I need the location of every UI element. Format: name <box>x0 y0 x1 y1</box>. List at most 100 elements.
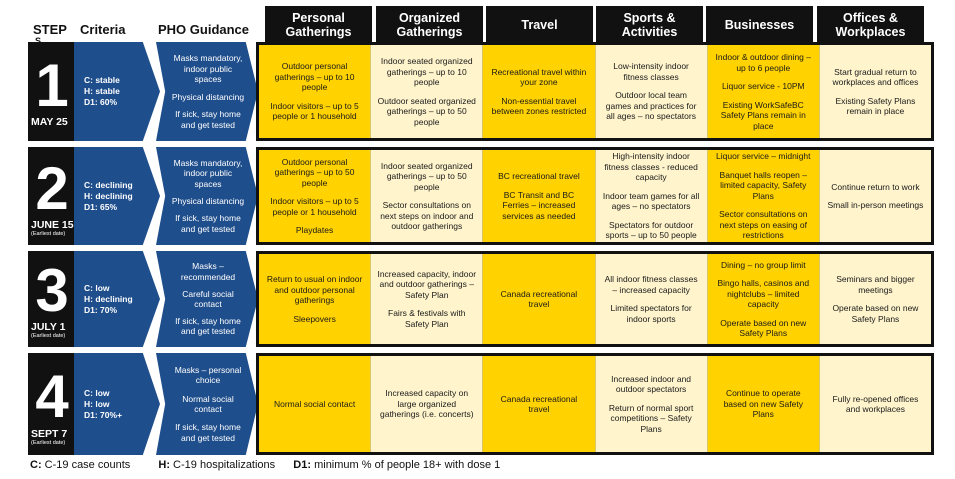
measure-text: Outdoor personal gatherings – up to 10 p… <box>274 61 355 93</box>
measure-text: BC recreational travel <box>498 171 580 181</box>
step-row-1: 1 MAY 25 C: stable H: stable D1: 60% Masks ma… <box>28 42 934 141</box>
measure-text: Playdates <box>295 225 334 235</box>
measure-text: Seminars and bigger meetings <box>836 274 915 295</box>
pho-guidance-item: Masks mandatory, indoor public spaces <box>173 157 243 189</box>
pho-guidance-item: Masks – personal choice <box>174 364 242 386</box>
header-col-sports-activities: Sports & Activities <box>596 6 703 44</box>
cell-sports-activities: Low-intensity indoor fitness classes Outd… <box>595 45 708 138</box>
step-earliest-note: (Earliest date) <box>31 333 66 339</box>
pho-guidance-item: If sick, stay home and get tested <box>175 422 241 443</box>
step-measures-grid: Outdoor personal gatherings – up to 10 p… <box>256 42 934 141</box>
measure-text: Indoor visitors – up to 5 people or 1 ho… <box>270 196 359 217</box>
step-row-2: 2 JUNE 15 (Earliest date) C: declining H: de… <box>28 147 934 245</box>
step-number: 4 <box>35 363 69 430</box>
cell-personal-gatherings: Return to usual on indoor and outdoor pe… <box>259 254 372 344</box>
criteria-item: D1: 70%+ <box>84 409 123 420</box>
legend: C: C-19 case counts H: C-19 hospitalizat… <box>30 459 500 471</box>
measure-text: Liquor service - 10PM <box>721 81 805 91</box>
header-col-offices-workplaces: Offices & Workplaces <box>817 6 924 44</box>
legend-h: H: C-19 hospitalizations <box>158 459 276 471</box>
measure-text: Return to usual on indoor and outdoor pe… <box>266 274 363 305</box>
step-measures-grid: Normal social contact Increased capacity … <box>256 353 934 455</box>
cell-businesses: Indoor & outdoor dining – up to 6 people… <box>707 45 820 138</box>
cell-sports-activities: All indoor fitness classes – increased c… <box>595 254 708 344</box>
measure-text: All indoor fitness classes – increased c… <box>604 274 698 295</box>
criteria-item: C: declining <box>84 179 133 190</box>
pho-guidance-arrow: Masks – personal choice Normal social con… <box>156 353 258 455</box>
measure-text: Outdoor seated organized gatherings – up… <box>377 95 476 127</box>
pho-guidance-item: Masks mandatory, indoor public spaces <box>173 53 243 84</box>
criteria-arrow: C: stable H: stable D1: 60% <box>74 42 160 141</box>
measure-text: Increased indoor and outdoor spectators <box>611 373 692 395</box>
measure-text: Non-essential travel between zones restr… <box>491 95 587 117</box>
measure-text: Sector consultations on next steps on in… <box>380 200 474 231</box>
step-badge: 4 SEPT 7 (Earliest date) <box>28 353 76 455</box>
step-row-3: 3 JULY 1 (Earliest date) C: low H: declining… <box>28 251 934 347</box>
criteria-item: C: low <box>84 387 110 398</box>
measure-text: Dining – no group limit <box>720 259 806 270</box>
step-date: JULY 1 <box>31 321 66 333</box>
header-col-businesses: Businesses <box>706 6 813 44</box>
pho-guidance-item: Careful social contact <box>182 288 234 310</box>
header-criteria: Criteria <box>80 22 126 37</box>
measure-text: Canada recreational travel <box>500 393 578 415</box>
criteria-item: D1: 70% <box>84 304 118 315</box>
legend-d1: D1: minimum % of people 18+ with dose 1 <box>293 459 501 471</box>
measure-text: Start gradual return to workplaces and o… <box>832 66 919 88</box>
measure-text: Existing WorkSafeBC Safety Plans remain … <box>720 99 806 131</box>
measure-text: Return of normal sport competitions – Sa… <box>608 402 694 434</box>
header-col-travel: Travel <box>486 6 593 44</box>
measure-text: Spectators for outdoor sports – up to 50… <box>605 219 697 241</box>
step-row-4: 4 SEPT 7 (Earliest date) C: low H: low D1: 70… <box>28 353 934 455</box>
cell-offices-workplaces: Start gradual return to workplaces and o… <box>819 45 932 138</box>
step-earliest-note: (Earliest date) <box>31 231 66 237</box>
measure-text: Fairs & festivals with Safety Plan <box>388 308 466 329</box>
step-number: 3 <box>35 257 69 324</box>
measure-text: Continue return to work <box>831 181 920 192</box>
criteria-item: C: low <box>84 282 110 293</box>
header-col-personal-gatherings: Personal Gatherings <box>265 6 372 44</box>
measure-text: Operate based on new Safety Plans <box>720 317 807 339</box>
measure-text: BC Transit and BC Ferries – increased se… <box>502 189 576 221</box>
step-earliest-note: (Earliest date) <box>31 440 66 446</box>
measure-text: Recreational travel within your zone <box>491 66 587 88</box>
header-col-organized-gatherings: Organized Gatherings <box>376 6 483 44</box>
measure-text: Outdoor local team games and practices f… <box>605 90 697 122</box>
cell-personal-gatherings: Outdoor personal gatherings – up to 50 p… <box>259 150 372 242</box>
step-number: 2 <box>35 155 69 222</box>
measure-text: Outdoor personal gatherings – up to 50 p… <box>274 156 355 188</box>
measure-text: Indoor seated organized gatherings – up … <box>380 56 473 87</box>
pho-guidance-item: If sick, stay home and get tested <box>175 109 241 130</box>
step-date: MAY 25 <box>31 116 68 128</box>
measure-text: Existing Safety Plans remain in place <box>835 95 916 117</box>
cell-organized-gatherings: Increased capacity on large organized ga… <box>371 356 484 452</box>
cell-offices-workplaces: Fully re-opened offices and workplaces <box>819 356 932 452</box>
pho-guidance-item: Physical distancing <box>171 91 245 102</box>
cell-businesses: Continue to operate based on new Safety … <box>707 356 820 452</box>
cell-organized-gatherings: Indoor seated organized gatherings – up … <box>371 150 484 242</box>
measure-text: Continue to operate based on new Safety … <box>723 388 803 420</box>
measure-text: Liquor service – midnight <box>716 151 811 162</box>
step-measures-grid: Return to usual on indoor and outdoor pe… <box>256 251 934 347</box>
criteria-item: D1: 60% <box>84 97 118 107</box>
measure-text: Banquet halls reopen – limited capacity,… <box>719 169 807 201</box>
measure-text: Normal social contact <box>273 398 356 409</box>
cell-businesses: Dining – no group limit Bingo halls, casi… <box>707 254 820 344</box>
criteria-item: D1: 65% <box>84 201 118 212</box>
pho-guidance-item: Physical distancing <box>171 196 245 206</box>
criteria-arrow: C: low H: low D1: 70%+ <box>74 353 160 455</box>
pho-guidance-arrow: Masks mandatory, indoor public spaces Phy… <box>156 42 258 141</box>
measure-text: High-intensity indoor fitness classes - … <box>604 151 698 183</box>
measure-text: Small in-person meetings <box>827 200 924 210</box>
step-badge: 2 JUNE 15 (Earliest date) <box>28 147 76 245</box>
cell-travel: Canada recreational travel <box>483 254 596 344</box>
measure-text: Indoor visitors – up to 5 people or 1 ho… <box>270 100 359 122</box>
cell-offices-workplaces: Continue return to work Small in-person m… <box>819 150 932 242</box>
cell-businesses: Liquor service – midnight Banquet halls r… <box>707 150 820 242</box>
measure-text: Sector consultations on next steps on ea… <box>719 209 808 241</box>
criteria-item: C: stable <box>84 75 120 85</box>
cell-travel: Recreational travel within your zone Non-… <box>483 45 596 138</box>
pho-guidance-item: Normal social contact <box>182 393 234 415</box>
measure-text: Indoor & outdoor dining – up to 6 people <box>715 52 811 73</box>
pho-guidance-item: Masks – recommended <box>180 261 236 282</box>
